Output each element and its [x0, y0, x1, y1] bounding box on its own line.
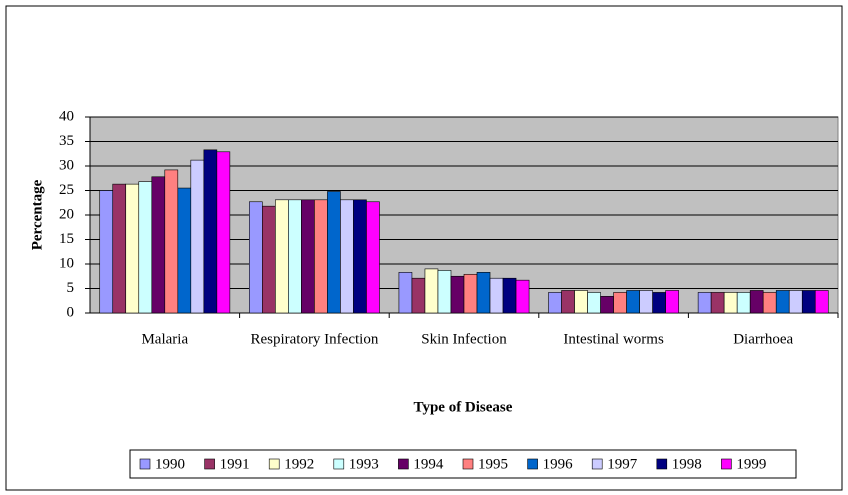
- bar: [489, 277, 504, 314]
- bar: [398, 272, 413, 314]
- bar: [697, 292, 712, 314]
- legend-label: 1992: [284, 456, 314, 472]
- bar: [639, 290, 653, 314]
- bar: [177, 187, 192, 314]
- legend-swatch: [333, 458, 345, 470]
- bar: [626, 290, 640, 314]
- bar: [424, 268, 439, 314]
- bar: [548, 292, 562, 314]
- bar: [288, 199, 302, 314]
- bar: [665, 290, 679, 314]
- bar: [788, 290, 803, 314]
- bar: [450, 275, 465, 314]
- legend-swatch: [204, 458, 215, 470]
- x-axis-title: Type of Disease: [414, 399, 513, 415]
- legend-swatch: [139, 458, 151, 470]
- y-axis-title: Percentage: [29, 179, 45, 250]
- bar: [587, 292, 601, 314]
- bar: [600, 296, 614, 314]
- bar: [249, 201, 263, 314]
- bar: [561, 290, 575, 314]
- bar: [125, 183, 140, 314]
- bar: [613, 292, 627, 314]
- bar: [574, 290, 588, 314]
- legend-swatch: [462, 458, 474, 470]
- y-tick-label: 30: [59, 157, 74, 173]
- legend-label: 1999: [736, 456, 766, 472]
- y-tick-label: 15: [59, 231, 74, 247]
- legend-label: 1996: [543, 456, 574, 472]
- y-tick-label: 35: [59, 133, 74, 149]
- y-tick-label: 25: [59, 182, 74, 198]
- x-tick-label: Respiratory Infection: [250, 331, 378, 347]
- y-tick-label: 40: [59, 108, 74, 124]
- bar: [463, 273, 478, 314]
- bar: [203, 149, 218, 314]
- bar: [353, 199, 367, 314]
- bar: [652, 292, 666, 314]
- legend-swatch: [398, 458, 409, 470]
- bar: [801, 290, 816, 314]
- bar: [99, 190, 114, 314]
- bar: [301, 199, 315, 314]
- legend-swatch: [591, 458, 603, 470]
- legend-swatch: [527, 458, 538, 470]
- bar: [190, 159, 205, 314]
- bar: [366, 201, 380, 314]
- bar: [515, 279, 530, 314]
- bar: [164, 169, 179, 314]
- bar: [814, 290, 829, 314]
- y-tick-label: 0: [67, 304, 75, 320]
- bar: [762, 292, 777, 314]
- legend-label: 1995: [478, 456, 508, 472]
- bar: [216, 151, 231, 314]
- bar: [327, 191, 341, 314]
- legend-label: 1991: [220, 456, 250, 472]
- x-tick-label: Skin Infection: [421, 331, 507, 347]
- legend-swatch: [268, 458, 280, 470]
- bar: [710, 292, 725, 314]
- bar: [736, 292, 751, 314]
- x-tick-label: Malaria: [141, 331, 188, 347]
- legend-label: 1990: [155, 456, 185, 472]
- bar: [275, 199, 289, 314]
- bar: [411, 277, 426, 314]
- bar: [775, 290, 790, 314]
- legend-label: 1998: [672, 456, 702, 472]
- bar: [723, 292, 738, 314]
- y-tick-label: 10: [59, 255, 74, 271]
- bar: [437, 270, 452, 314]
- legend-label: 1997: [607, 456, 638, 472]
- bar: [262, 205, 276, 314]
- x-tick-label: Diarrhoea: [733, 331, 793, 347]
- bar: [151, 176, 166, 314]
- bar: [314, 199, 328, 314]
- legend-label: 1994: [413, 456, 444, 472]
- x-tick-label: Intestinal worms: [563, 331, 664, 347]
- bar: [340, 199, 354, 314]
- bar: [476, 272, 491, 314]
- legend-swatch: [656, 458, 668, 470]
- bar: [138, 181, 153, 314]
- legend-label: 1993: [349, 456, 379, 472]
- bar: [502, 277, 517, 314]
- bar: [749, 290, 764, 314]
- y-tick-label: 5: [67, 280, 75, 296]
- bar: [112, 183, 127, 314]
- legend-swatch: [721, 458, 732, 470]
- y-tick-label: 20: [59, 206, 74, 222]
